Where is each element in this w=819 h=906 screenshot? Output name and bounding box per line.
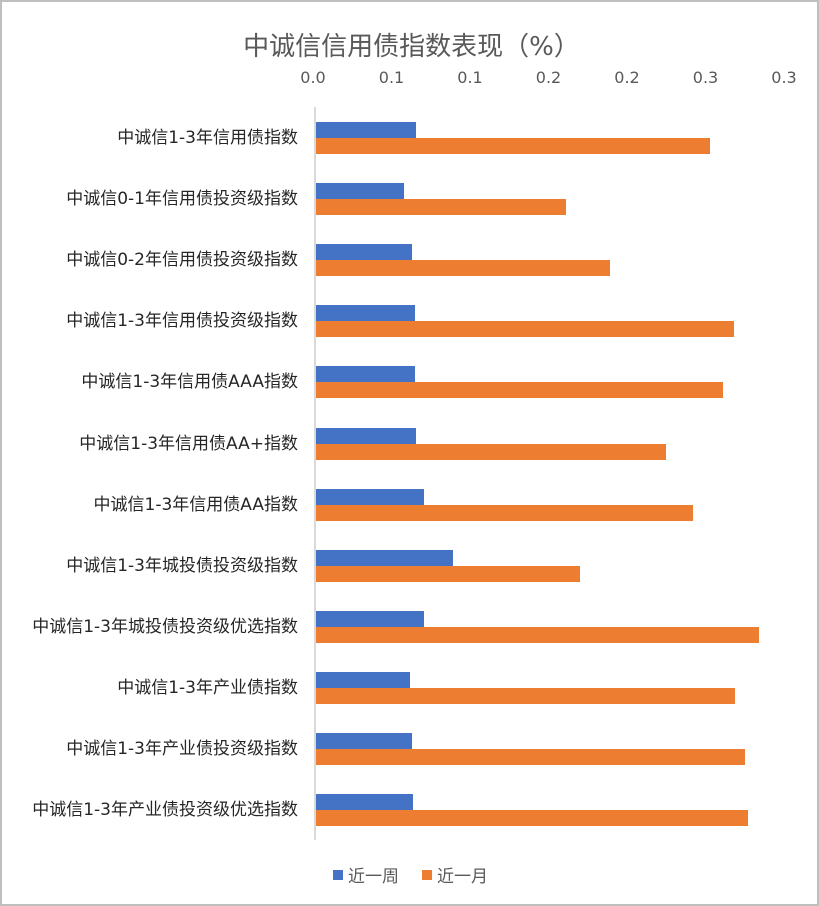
category-label: 中诚信1-3年产业债投资级指数 [66,739,298,759]
chart-title: 中诚信信用债指数表现（%） [243,32,580,62]
bar-week[interactable] [316,610,424,627]
bar-month[interactable] [316,687,735,704]
bar-month[interactable] [316,382,723,399]
bar-week[interactable] [316,183,404,200]
bar-month[interactable] [316,626,759,643]
x-tick-label: 0.1 [378,68,405,87]
legend-item-week[interactable]: 近一周 [333,862,399,887]
category-label: 中诚信1-3年城投债投资级优选指数 [32,616,298,637]
x-tick-label: 0.0 [300,68,326,87]
category-label: 中诚信1-3年信用债投资级指数 [66,311,298,332]
bar-week[interactable] [316,549,453,566]
category-label: 中诚信1-3年信用债AA指数 [93,494,299,515]
x-tick-label: 0.2 [614,68,640,87]
x-tick-label: 0.3 [692,68,719,87]
bar-week[interactable] [316,366,415,383]
bar-week[interactable] [316,122,416,138]
legend-item-month[interactable]: 近一月 [422,862,488,887]
bar-month[interactable] [316,749,745,765]
bar-week[interactable] [316,427,416,444]
x-tick-label: 0.2 [535,68,562,87]
bar-month[interactable] [316,443,666,460]
bar-month[interactable] [316,138,710,154]
legend-label-week: 近一周 [348,867,399,887]
bar-week[interactable] [316,244,412,261]
category-label: 中诚信1-3年产业债投资级优选指数 [32,800,298,821]
bar-week[interactable] [316,733,412,749]
bar-month[interactable] [316,565,580,582]
category-label: 中诚信0-1年信用债投资级指数 [66,189,298,210]
bar-week[interactable] [316,794,413,811]
x-tick-label: 0.3 [771,68,797,87]
bar-week[interactable] [316,488,424,505]
bar-month[interactable] [316,321,734,338]
x-tick-label: 0.1 [457,68,483,87]
legend-swatch-week [333,869,343,880]
legend-label-month: 近一月 [437,867,488,887]
legend-swatch-month [422,869,432,880]
bar-month[interactable] [316,260,610,277]
category-label: 中诚信1-3年城投债投资级指数 [66,555,298,576]
bar-week[interactable] [316,671,410,688]
bar-month[interactable] [316,199,566,216]
y-axis-line [314,107,316,840]
category-label: 中诚信1-3年产业债指数 [117,677,298,698]
legend: 近一周 近一月 [0,862,819,887]
category-label: 中诚信1-3年信用债AA+指数 [79,433,298,454]
category-label: 中诚信1-3年信用债指数 [117,128,298,148]
bar-month[interactable] [316,504,693,521]
bar-week[interactable] [316,305,415,322]
category-label: 中诚信0-2年信用债投资级指数 [66,250,298,271]
bar-month[interactable] [316,810,748,827]
category-label: 中诚信1-3年信用债AAA指数 [81,372,298,393]
